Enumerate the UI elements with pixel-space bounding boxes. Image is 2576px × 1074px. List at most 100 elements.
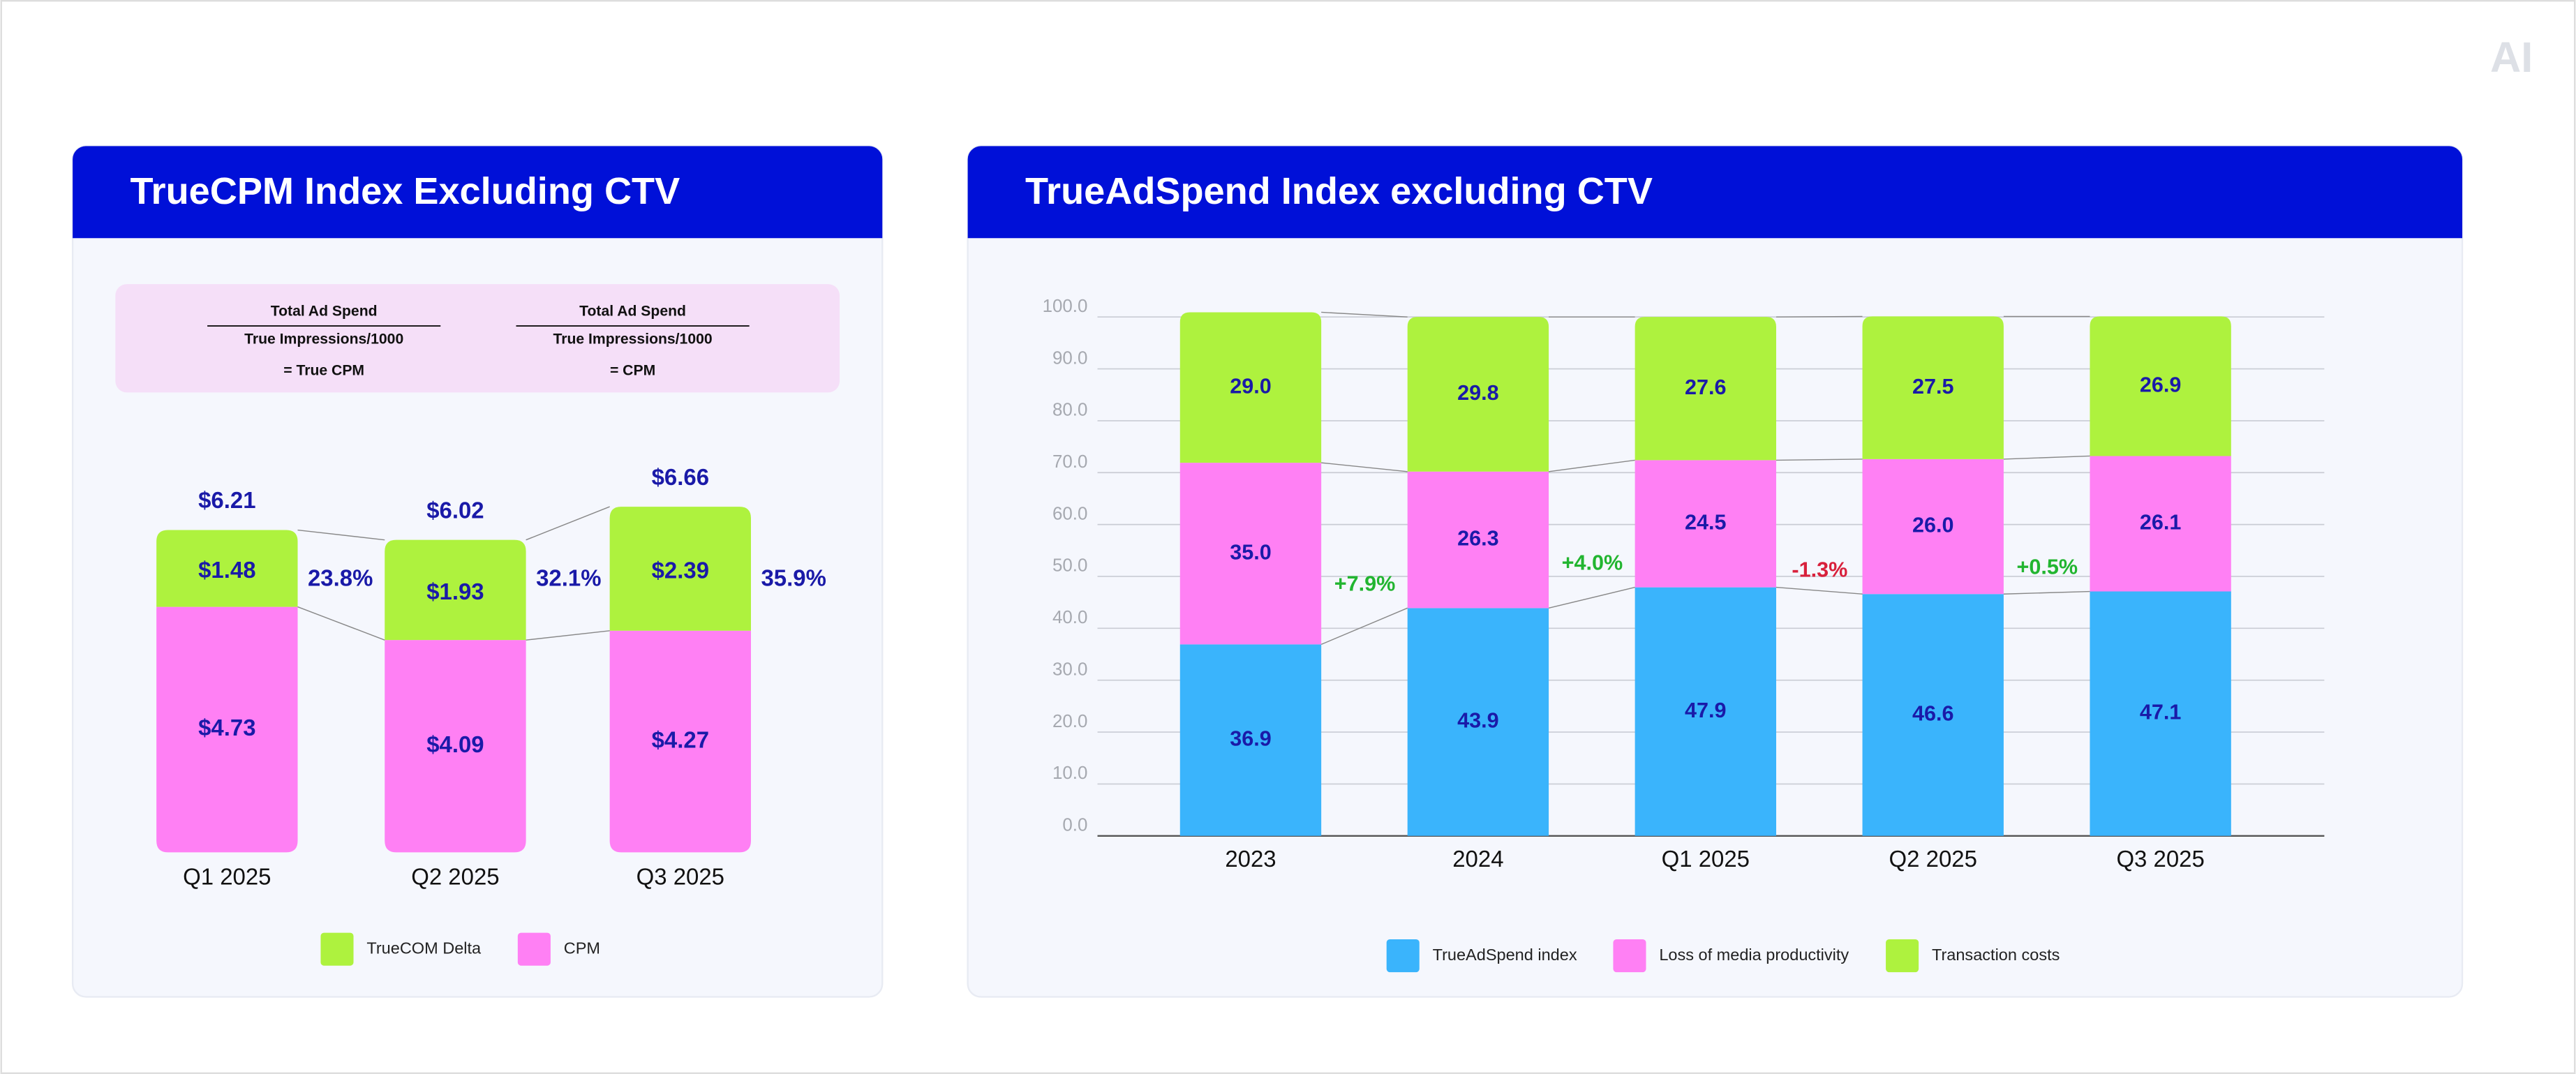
bar-segment — [1179, 463, 1322, 645]
y-tick-label: 40.0 — [1052, 608, 1087, 627]
data-label: 29.0 — [1230, 374, 1272, 398]
connector — [2003, 455, 2090, 460]
share-label: 23.8% — [308, 565, 373, 590]
data-label: $4.09 — [426, 731, 484, 757]
data-label: 47.9 — [1685, 699, 1727, 722]
share-label: 35.9% — [761, 565, 826, 590]
bar-segment — [1862, 458, 2004, 595]
data-label: 26.0 — [1912, 514, 1954, 537]
legend-swatch — [517, 932, 551, 966]
formula-box — [115, 284, 840, 393]
bar-segment — [1635, 317, 1776, 461]
formula-result: = True CPM — [283, 362, 364, 378]
chart-title: TrueAdSpend Index excluding CTV — [1025, 170, 1653, 212]
legend-swatch — [320, 932, 354, 966]
bar-segment — [1635, 460, 1776, 588]
legend-swatch — [1886, 939, 1919, 973]
legend-label: TrueAdSpend index — [1433, 946, 1577, 964]
data-label: 46.6 — [1912, 702, 1954, 726]
connector — [1775, 315, 1863, 318]
connector — [1548, 586, 1635, 609]
y-tick-label: 10.0 — [1052, 763, 1087, 783]
data-label: $1.48 — [198, 557, 255, 583]
connector — [1548, 459, 1635, 472]
x-tick-label: Q2 2025 — [1889, 846, 1977, 872]
data-label: 26.1 — [2140, 511, 2182, 535]
data-label: $4.27 — [652, 726, 709, 752]
bar-segment — [1862, 316, 2004, 459]
x-tick-label: Q1 2025 — [1662, 846, 1750, 872]
formula-denominator: True Impressions/1000 — [244, 331, 403, 348]
bar-segment — [156, 606, 298, 853]
bar-segment — [385, 640, 526, 853]
legend-label: CPM — [564, 939, 600, 957]
total-label: $6.02 — [426, 497, 484, 523]
data-label: $2.39 — [652, 557, 709, 583]
y-tick-label: 60.0 — [1052, 504, 1087, 523]
change-label: -1.3% — [1792, 558, 1847, 581]
panel-header — [73, 146, 883, 239]
formula-numerator: Total Ad Spend — [271, 304, 378, 320]
x-tick-label: Q3 2025 — [2116, 846, 2204, 872]
bar-segment — [609, 507, 751, 631]
y-tick-label: 0.0 — [1062, 816, 1087, 835]
change-label: +0.5% — [2016, 555, 2078, 579]
data-label: 35.0 — [1230, 540, 1272, 564]
logo: AI — [2490, 33, 2533, 81]
connector — [1321, 462, 1408, 472]
y-tick-label: 50.0 — [1052, 556, 1087, 576]
data-label: 26.9 — [2140, 373, 2182, 397]
bar-segment — [2090, 316, 2231, 456]
y-tick-label: 20.0 — [1052, 712, 1087, 731]
formula-numerator: Total Ad Spend — [579, 304, 686, 320]
bar-segment — [1179, 644, 1322, 836]
data-label: 26.3 — [1457, 527, 1499, 551]
bar-segment — [1179, 312, 1322, 463]
bar-segment — [609, 630, 751, 853]
y-tick-label: 30.0 — [1052, 659, 1087, 679]
bar-segment — [156, 530, 298, 607]
connector — [2003, 590, 2090, 595]
legend-swatch — [1613, 939, 1646, 973]
panel-header — [967, 146, 2463, 239]
data-label: $1.93 — [426, 579, 484, 604]
data-label: 29.8 — [1457, 381, 1499, 405]
chart-title: TrueCPM Index Excluding CTV — [130, 170, 680, 212]
share-label: 32.1% — [536, 565, 601, 590]
bar-segment — [1407, 317, 1549, 472]
x-tick-label: 2024 — [1452, 846, 1503, 872]
legend-label: Transaction costs — [1932, 946, 2060, 964]
y-tick-label: 90.0 — [1052, 348, 1087, 368]
formula-denominator: True Impressions/1000 — [553, 331, 712, 348]
y-tick-label: 70.0 — [1052, 452, 1087, 472]
total-label: $6.21 — [198, 487, 255, 513]
x-tick-label: 2023 — [1225, 846, 1276, 872]
bar-segment — [1407, 471, 1549, 609]
data-label: 47.1 — [2140, 701, 2182, 724]
connector — [297, 606, 385, 641]
connector — [1320, 607, 1408, 646]
formula-result: = CPM — [610, 362, 655, 378]
connector — [1775, 458, 1863, 461]
data-label: 24.5 — [1685, 511, 1727, 535]
data-label: 27.6 — [1685, 375, 1727, 399]
connector — [297, 529, 385, 541]
data-label: $4.73 — [198, 715, 255, 740]
bar-segment — [1407, 608, 1549, 836]
bar-segment — [1635, 587, 1776, 836]
connector — [1321, 311, 1408, 318]
change-label: +7.9% — [1334, 572, 1396, 595]
bar-segment — [2090, 456, 2231, 592]
data-label: 36.9 — [1230, 727, 1272, 751]
legend-label: Loss of media productivity — [1659, 946, 1849, 964]
data-label: 27.5 — [1912, 375, 1954, 398]
total-label: $6.66 — [652, 464, 709, 490]
bar-segment — [2090, 591, 2231, 836]
change-label: +4.0% — [1562, 551, 1623, 575]
bar-segment — [1862, 594, 2004, 836]
x-tick-label: Q2 2025 — [411, 864, 499, 890]
bar-segment — [385, 539, 526, 641]
connector — [1775, 586, 1863, 595]
